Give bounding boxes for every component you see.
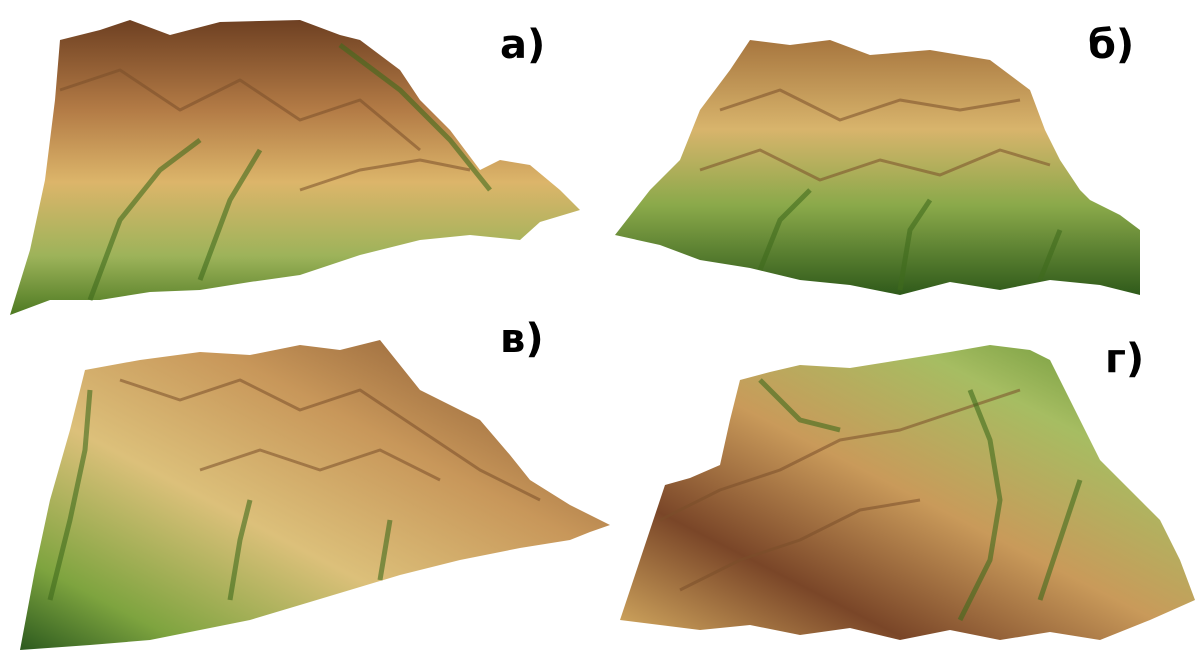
terrain-b	[615, 40, 1140, 295]
panel-label: а)	[500, 22, 545, 68]
figure: а) б) в) г)	[0, 0, 1200, 655]
panel-label: б)	[1088, 22, 1134, 68]
panel-label: г)	[1105, 336, 1144, 382]
terrain-d	[620, 345, 1195, 640]
page: а) б) в) г) (() => { const data = JSON.p…	[0, 0, 1200, 655]
panel-label: в)	[500, 316, 544, 362]
terrain-a	[10, 20, 580, 315]
terrain-c	[20, 340, 610, 650]
